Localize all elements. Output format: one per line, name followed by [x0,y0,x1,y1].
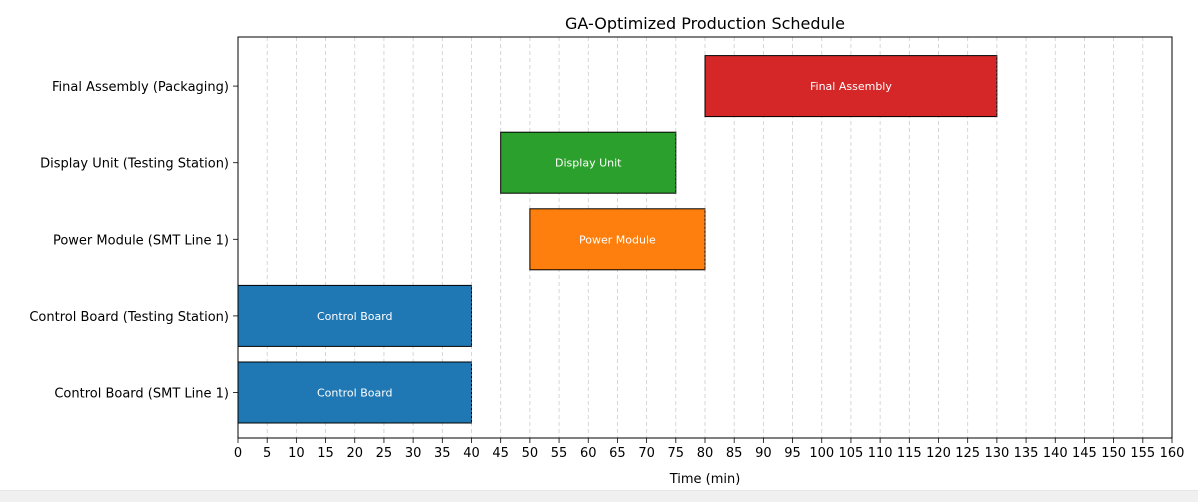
x-tick-label: 115 [897,446,922,461]
x-tick-label: 40 [463,446,480,461]
x-tick-label: 15 [317,446,334,461]
gantt-bar [704,55,998,118]
x-tick-label: 150 [1101,446,1126,461]
x-tick-label: 125 [955,446,980,461]
y-tick-label: Control Board (SMT Line 1) [54,387,229,402]
x-tick-label: 135 [1014,446,1039,461]
x-tick-label: 50 [522,446,539,461]
x-tick-label: 85 [726,446,743,461]
x-axis-ticks: 0 5 10 15 20 25 30 35 40 45 50 55 60 65 70 75 80 85 90 95 10… [234,438,1185,461]
gantt-bar [500,131,677,194]
bar-label: Control Board [317,310,393,323]
footer-strip [0,490,1198,502]
x-tick-label: 140 [1043,446,1068,461]
x-tick-label: 80 [697,446,714,461]
x-tick-label: 25 [376,446,393,461]
bar-label: Power Module [579,233,656,246]
x-tick-label: 35 [434,446,451,461]
x-tick-label: 100 [809,446,834,461]
x-tick-label: 70 [638,446,655,461]
bar-label: Control Board [317,387,393,400]
x-tick-label: 120 [926,446,951,461]
x-tick-label: 75 [668,446,685,461]
x-tick-label: 145 [1072,446,1097,461]
gantt-bar [237,361,472,424]
x-tick-label: 65 [609,446,626,461]
x-tick-label: 5 [263,446,271,461]
y-tick-label: Final Assembly (Packaging) [52,80,229,95]
x-tick-label: 30 [405,446,422,461]
x-tick-label: 90 [755,446,772,461]
x-tick-label: 20 [346,446,363,461]
x-axis-label: Time (min) [669,472,741,487]
y-tick-label: Control Board (Testing Station) [29,310,229,325]
bar-label: Display Unit [555,157,622,170]
x-tick-label: 55 [551,446,568,461]
gantt-bar [237,284,472,347]
x-tick-label: 45 [492,446,509,461]
bars: Control Board Control Board Power Module Di… [237,55,998,424]
gantt-bar [529,208,706,271]
y-axis-ticks: Control Board (SMT Line 1) Control Board … [29,80,238,402]
x-tick-label: 160 [1160,446,1185,461]
x-tick-label: 105 [839,446,864,461]
x-tick-label: 0 [234,446,242,461]
y-tick-label: Power Module (SMT Line 1) [53,233,229,248]
bar-label: Final Assembly [810,80,892,93]
x-tick-label: 130 [984,446,1009,461]
x-tick-label: 95 [784,446,801,461]
x-tick-label: 10 [288,446,305,461]
x-tick-label: 110 [868,446,893,461]
y-tick-label: Display Unit (Testing Station) [40,157,229,172]
x-tick-label: 60 [580,446,597,461]
chart-title: GA-Optimized Production Schedule [565,14,845,33]
x-tick-label: 155 [1130,446,1155,461]
